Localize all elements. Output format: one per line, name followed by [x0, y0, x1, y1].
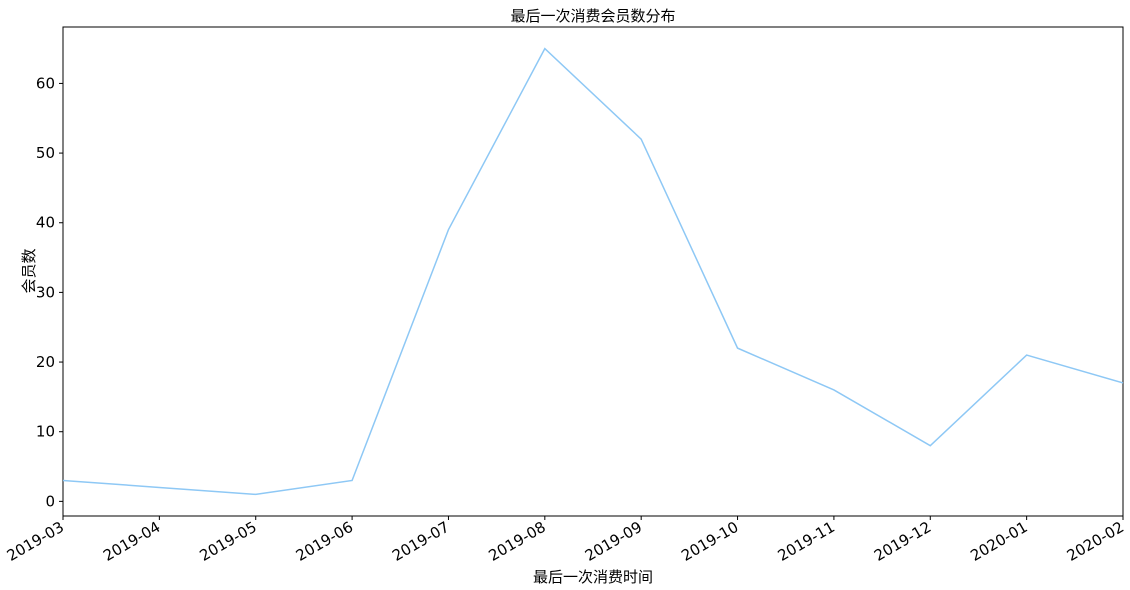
x-tick-label: 2019-04 — [100, 518, 163, 565]
x-tick-label: 2020-01 — [967, 518, 1030, 565]
x-tick-label: 2019-06 — [293, 518, 356, 565]
y-tick-label: 0 — [45, 492, 55, 510]
x-tick-label: 2019-11 — [775, 518, 838, 565]
x-axis-label: 最后一次消费时间 — [533, 568, 653, 586]
y-tick-label: 50 — [36, 144, 55, 162]
y-axis-ticks: 0 10 20 30 40 50 60 — [36, 74, 63, 510]
y-tick-label: 30 — [36, 283, 55, 301]
x-tick-label: 2019-03 — [4, 518, 67, 565]
y-tick-label: 20 — [36, 353, 55, 371]
x-tick-label: 2019-09 — [582, 518, 645, 565]
x-tick-label: 2019-12 — [871, 518, 934, 565]
y-tick-label: 10 — [36, 423, 55, 441]
y-tick-label: 40 — [36, 214, 55, 232]
x-axis-ticks: 2019-03 2019-04 2019-05 2019-06 2019-07 2019-… — [4, 516, 1127, 565]
chart-title: 最后一次消费会员数分布 — [510, 7, 675, 25]
plot-area — [62, 26, 1124, 517]
x-tick-label: 2019-08 — [486, 518, 549, 565]
x-tick-label: 2020-02 — [1064, 518, 1127, 565]
y-tick-label: 60 — [36, 74, 55, 92]
series-line — [62, 47, 1124, 496]
x-tick-label: 2019-05 — [196, 518, 259, 565]
x-tick-label: 2019-07 — [389, 518, 452, 565]
x-tick-label: 2019-10 — [678, 518, 741, 565]
y-axis-label: 会员数 — [20, 248, 38, 293]
